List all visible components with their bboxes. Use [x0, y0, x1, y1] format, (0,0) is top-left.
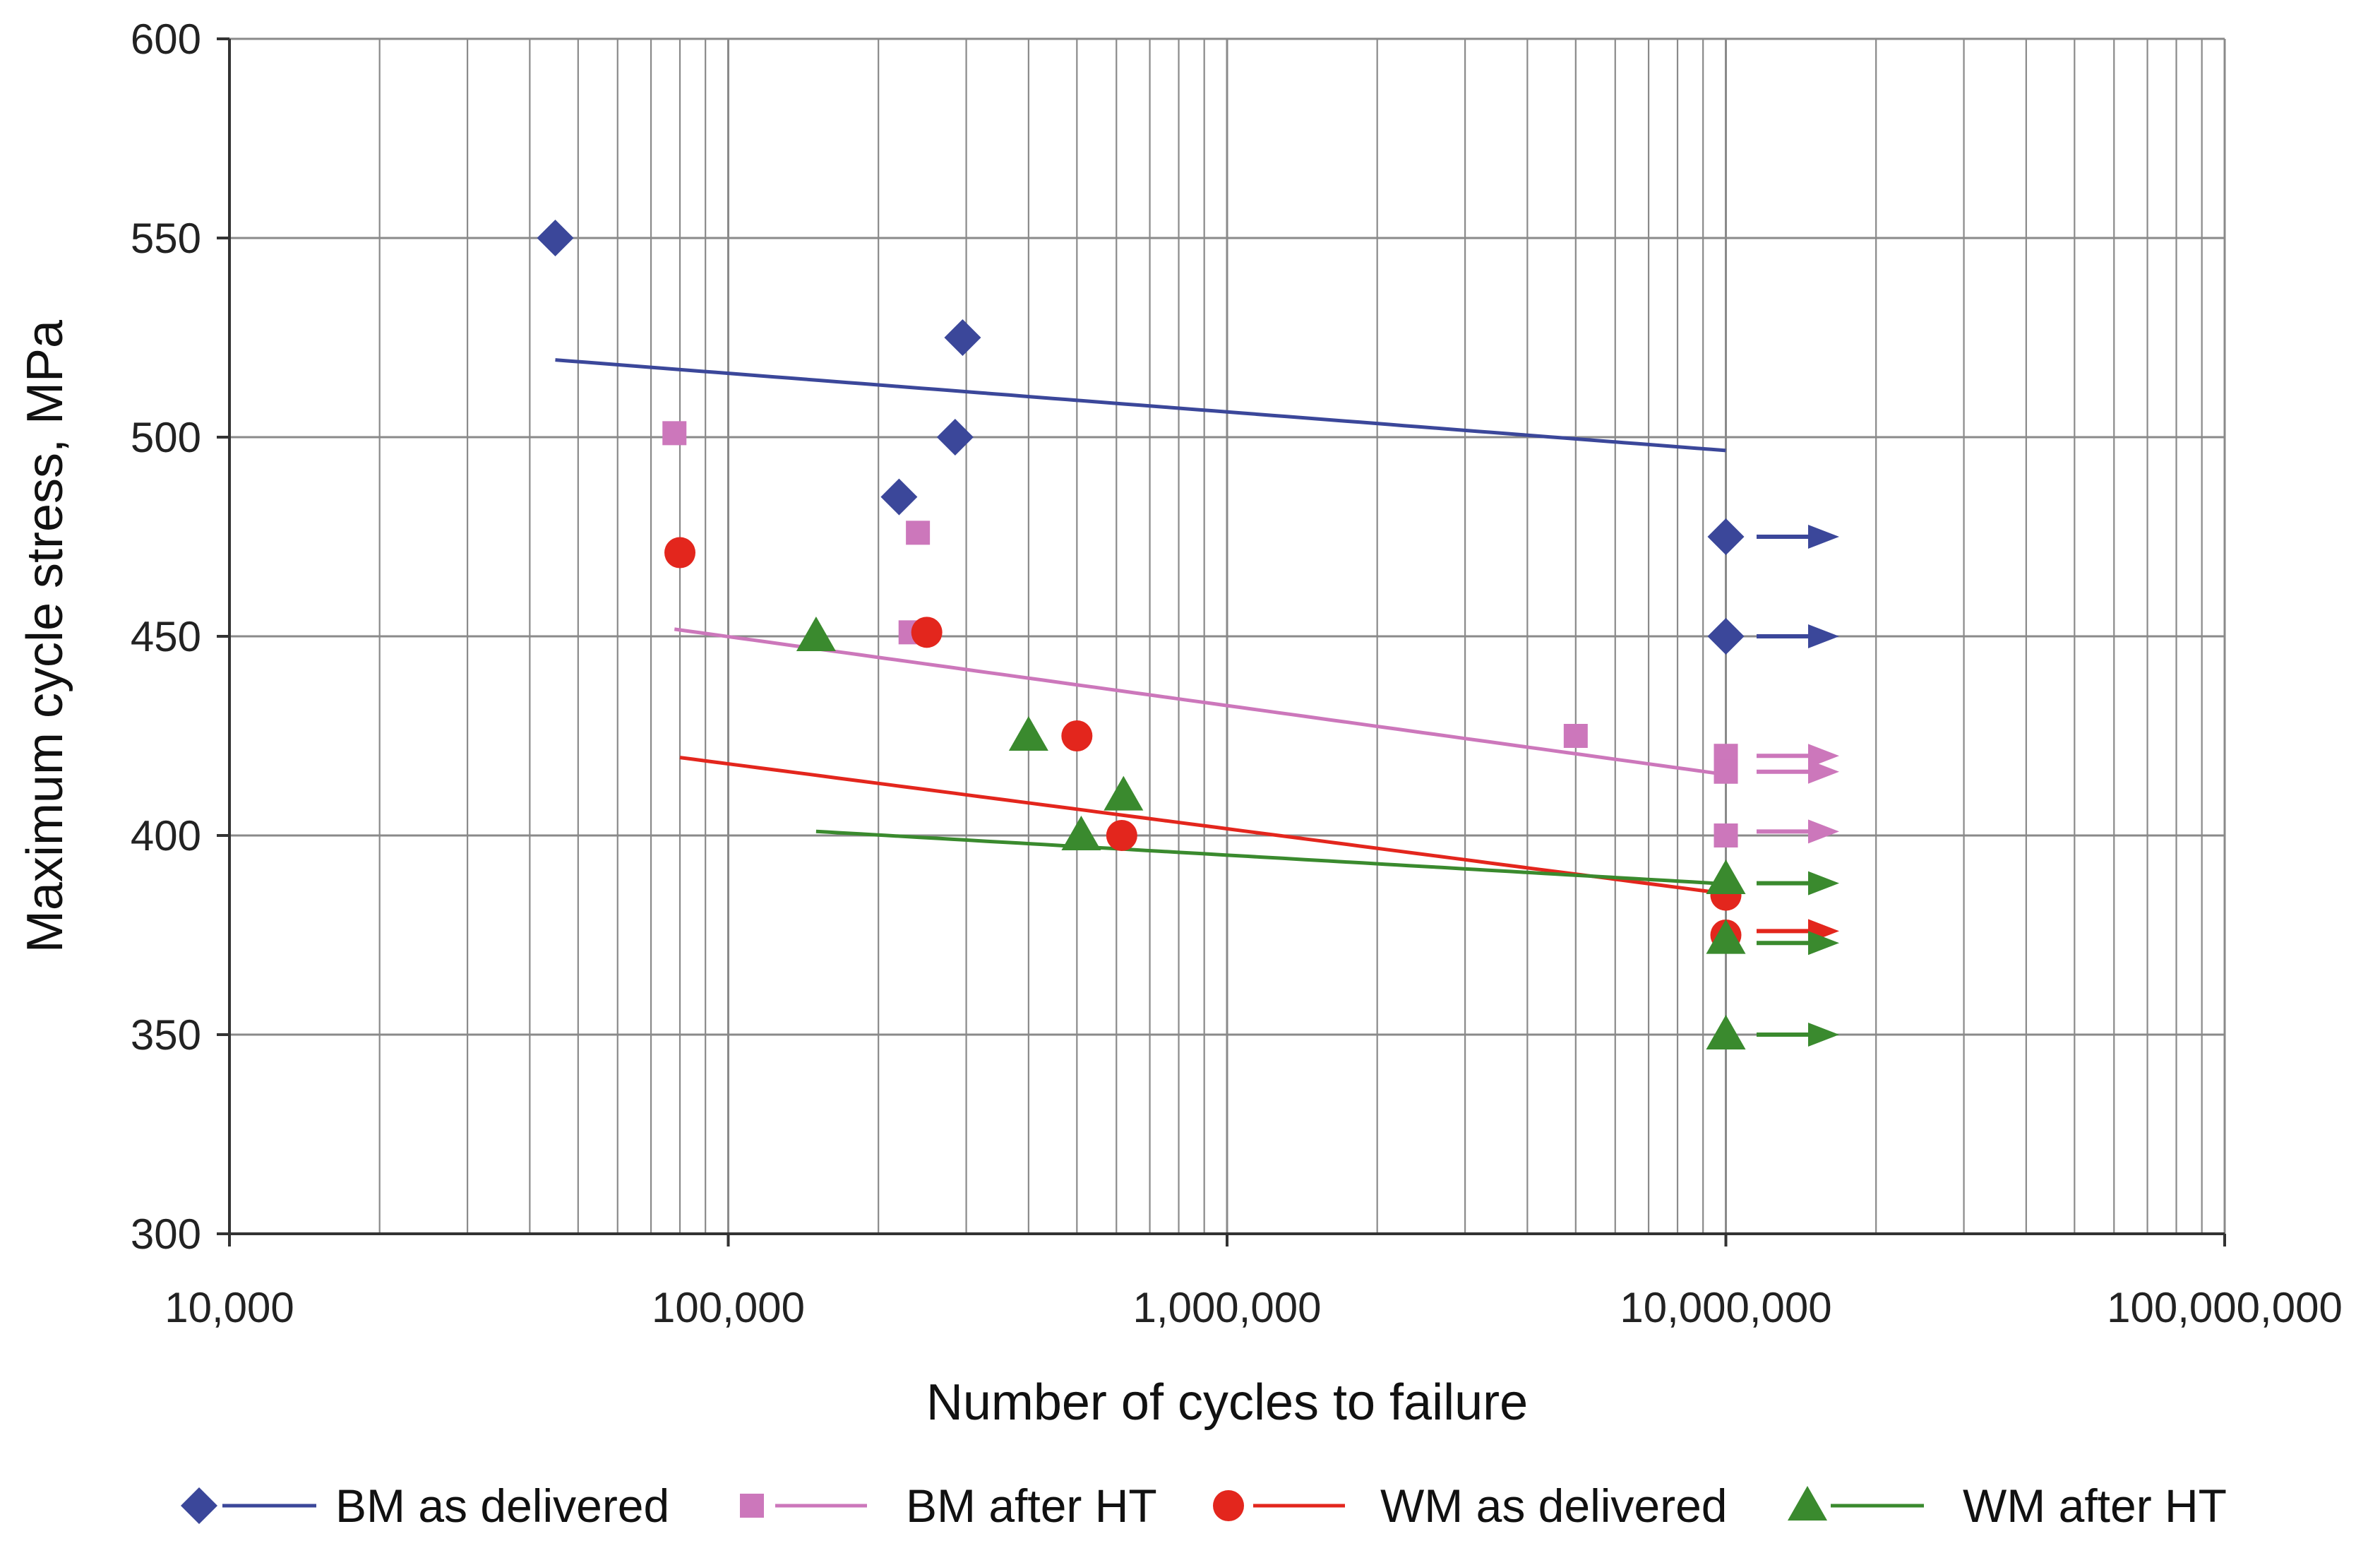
legend-label-bm-as-delivered: BM as delivered: [335, 1480, 669, 1532]
legend-label-wm-after-ht: WM after HT: [1963, 1480, 2227, 1532]
runout-arrowhead-bm-after-ht: [1808, 744, 1839, 768]
y-tick-label: 350: [131, 1011, 201, 1059]
data-point-bm-as-delivered: [1707, 518, 1745, 555]
data-point-wm-as-delivered: [911, 617, 943, 648]
y-tick-label: 600: [131, 16, 201, 63]
runout-arrowhead-bm-after-ht: [1808, 759, 1839, 784]
data-point-wm-after-ht: [1706, 919, 1746, 954]
data-point-wm-after-ht: [796, 617, 836, 651]
y-tick-label: 400: [131, 812, 201, 859]
legend-label-bm-after-ht: BM after HT: [906, 1480, 1157, 1532]
runout-arrowhead-wm-after-ht: [1808, 1023, 1839, 1047]
runout-arrowhead-bm-as-delivered: [1808, 525, 1839, 549]
data-point-bm-as-delivered: [944, 319, 981, 356]
data-point-wm-after-ht: [1706, 859, 1746, 895]
legend-marker-bm-after-ht: [740, 1494, 764, 1518]
trendlines: [555, 358, 1726, 896]
data-point-bm-as-delivered: [880, 478, 918, 516]
data-point-bm-after-ht: [906, 520, 931, 545]
data-point-wm-as-delivered: [1106, 820, 1137, 851]
gridlines: [229, 37, 2226, 1235]
data-point-wm-after-ht: [1104, 775, 1144, 811]
y-tick-label: 300: [131, 1210, 201, 1258]
legend-marker-wm-as-delivered: [1213, 1490, 1244, 1521]
data-point-bm-after-ht: [1714, 759, 1738, 784]
axis-ticks: 300 350 400 450 500 550 600 10,000 100,000 1,000,…: [131, 16, 2343, 1331]
x-tick-label: 100,000: [652, 1284, 805, 1331]
runout-arrowhead-bm-after-ht: [1808, 819, 1839, 844]
data-markers: [537, 220, 1746, 1049]
data-point-bm-as-delivered: [537, 220, 574, 256]
data-point-wm-as-delivered: [664, 537, 696, 569]
data-point-wm-after-ht: [1008, 716, 1048, 751]
trendline-bm-as-delivered: [555, 358, 1726, 453]
data-point-wm-after-ht: [1706, 1015, 1746, 1049]
data-point-wm-as-delivered: [1061, 720, 1093, 751]
y-tick-label: 500: [131, 414, 201, 461]
data-point-wm-after-ht: [1061, 816, 1101, 850]
runout-arrows: [1757, 525, 1839, 1047]
runout-arrowhead-wm-after-ht: [1808, 931, 1839, 956]
data-point-bm-as-delivered: [1707, 618, 1745, 655]
x-tick-label: 10,000: [165, 1284, 294, 1331]
trendline-bm-after-ht: [674, 627, 1726, 777]
data-point-bm-as-delivered: [936, 419, 974, 456]
x-tick-label: 10,000,000: [1620, 1284, 1831, 1331]
legend-label-wm-as-delivered: WM as delivered: [1380, 1480, 1728, 1532]
runout-arrowhead-bm-as-delivered: [1808, 624, 1839, 648]
legend-marker-wm-after-ht: [1788, 1486, 1827, 1521]
trendline-wm-as-delivered: [679, 756, 1726, 896]
legend-marker-bm-as-delivered: [181, 1487, 217, 1524]
legend: BM as delivered BM after HT WM as delivere…: [181, 1480, 2227, 1532]
y-tick-label: 450: [131, 613, 201, 660]
x-tick-label: 100,000,000: [2107, 1284, 2343, 1331]
data-point-bm-after-ht: [1563, 724, 1588, 748]
y-axis-title: Maximum cycle stress, MPa: [17, 319, 73, 953]
trendline-wm-after-ht: [815, 829, 1726, 886]
data-point-bm-after-ht: [662, 421, 687, 446]
data-point-bm-after-ht: [1714, 823, 1738, 847]
y-tick-label: 550: [131, 215, 201, 262]
x-axis-title: Number of cycles to failure: [926, 1374, 1528, 1431]
runout-arrowhead-wm-after-ht: [1808, 871, 1839, 896]
x-tick-label: 1,000,000: [1133, 1284, 1322, 1331]
